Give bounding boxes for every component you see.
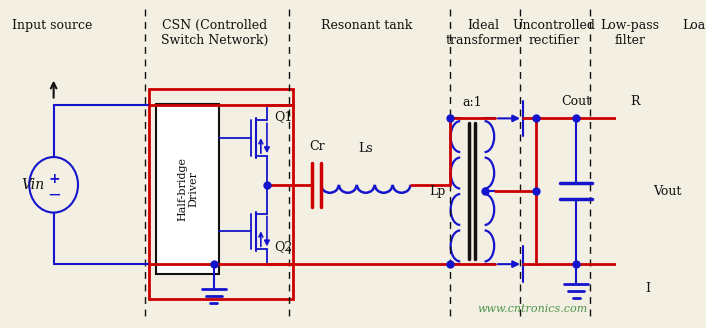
Text: a:1: a:1	[462, 96, 482, 109]
Bar	[156, 104, 219, 274]
Text: Q2: Q2	[274, 240, 292, 253]
Text: Half-bridge
Driver: Half-bridge Driver	[177, 157, 198, 221]
Text: Lp: Lp	[429, 185, 445, 198]
Text: −: −	[47, 186, 61, 204]
Text: Input source: Input source	[12, 19, 92, 32]
Text: Ls: Ls	[359, 142, 373, 155]
Text: Vin: Vin	[22, 178, 45, 192]
Text: R: R	[630, 95, 640, 109]
Text: Q1: Q1	[274, 110, 292, 123]
Bar	[150, 89, 293, 299]
Text: Resonant tank: Resonant tank	[321, 19, 413, 32]
Text: +: +	[49, 172, 60, 186]
Text: Ideal
transformer: Ideal transformer	[445, 19, 522, 47]
Text: Cout: Cout	[561, 95, 591, 109]
Text: Vout: Vout	[652, 185, 681, 198]
Text: www.cntronics.com: www.cntronics.com	[477, 304, 587, 314]
Text: CSN (Controlled
Switch Network): CSN (Controlled Switch Network)	[161, 19, 268, 47]
Text: Low-pass
filter: Low-pass filter	[601, 19, 659, 47]
Text: Uncontrolled
rectifier: Uncontrolled rectifier	[513, 19, 596, 47]
Text: Cr: Cr	[309, 140, 324, 153]
Text: I: I	[645, 282, 650, 295]
Text: Load: Load	[682, 19, 706, 32]
